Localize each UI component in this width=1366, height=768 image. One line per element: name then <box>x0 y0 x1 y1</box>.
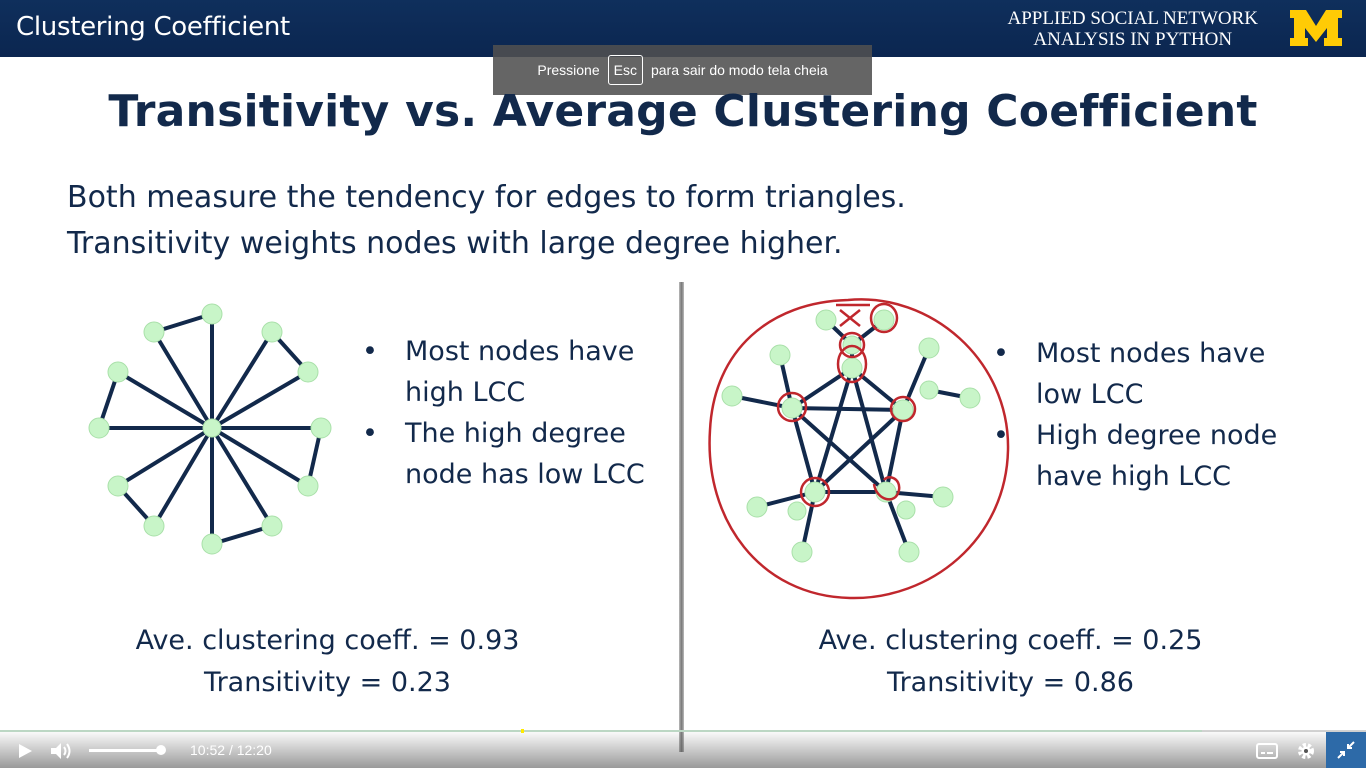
bullet-marker: • <box>993 338 1009 369</box>
left-network-diagram <box>88 303 332 555</box>
bullet-text: Most nodes have <box>405 336 635 367</box>
time-separator: / <box>228 742 233 758</box>
player-controls <box>0 730 1366 768</box>
volume-slider[interactable] <box>89 749 161 752</box>
bullet-marker: • <box>362 336 378 367</box>
left-bullet-list: • Most nodes have high LCC • The high de… <box>362 331 672 501</box>
bullet-text: have high LCC <box>1036 461 1232 492</box>
slide-divider <box>679 282 684 752</box>
course-name-line1: APPLIED SOCIAL NETWORK <box>1007 8 1258 29</box>
volume-knob[interactable] <box>156 745 166 755</box>
esc-key-badge: Esc <box>607 55 643 85</box>
slide-line-2: Transitivity weights nodes with large de… <box>67 226 843 261</box>
bullet-text: node has low LCC <box>405 459 645 490</box>
slide-line-1: Both measure the tendency for edges to f… <box>67 180 906 215</box>
slide-title: Transitivity vs. Average Clustering Coef… <box>108 86 1258 137</box>
bullet-text: high LCC <box>405 377 526 408</box>
bullet-text: low LCC <box>1036 379 1144 410</box>
fullscreen-toast: Pressione Esc para sair do modo tela che… <box>493 45 872 95</box>
bullet-marker: • <box>362 418 378 449</box>
university-logo-icon <box>1290 10 1342 46</box>
bullet-text: Most nodes have <box>1036 338 1266 369</box>
toast-text-after: para sair do modo tela cheia <box>650 62 828 78</box>
toast-text-before: Pressione <box>537 62 600 78</box>
left-avg-clustering: Ave. clustering coeff. = 0.93 <box>135 625 520 656</box>
bullet-text: The high degree <box>405 418 626 449</box>
bullet-text: High degree node <box>1036 420 1278 451</box>
progress-fill <box>0 730 1203 732</box>
duration: 12:20 <box>236 742 272 758</box>
right-avg-clustering: Ave. clustering coeff. = 0.25 <box>818 625 1203 656</box>
volume-icon[interactable] <box>49 740 73 762</box>
course-name: APPLIED SOCIAL NETWORK ANALYSIS IN PYTHO… <box>1007 8 1258 50</box>
right-transitivity: Transitivity = 0.86 <box>887 667 1134 698</box>
captions-icon[interactable] <box>1256 743 1278 759</box>
right-network-diagram <box>708 298 1010 600</box>
progress-marker <box>521 729 524 733</box>
time-display: 10:52 / 12:20 <box>190 742 272 758</box>
right-bullet-list: • Most nodes have low LCC • High degree … <box>993 333 1313 503</box>
current-time: 10:52 <box>190 742 226 758</box>
video-title: Clustering Coefficient <box>16 12 290 42</box>
play-icon[interactable] <box>16 742 34 760</box>
left-transitivity: Transitivity = 0.23 <box>204 667 451 698</box>
settings-icon[interactable] <box>1296 741 1316 761</box>
exit-fullscreen-icon <box>1337 741 1355 759</box>
exit-fullscreen-button[interactable] <box>1326 732 1366 768</box>
course-name-line2: ANALYSIS IN PYTHON <box>1033 29 1233 50</box>
bullet-marker: • <box>993 420 1009 451</box>
